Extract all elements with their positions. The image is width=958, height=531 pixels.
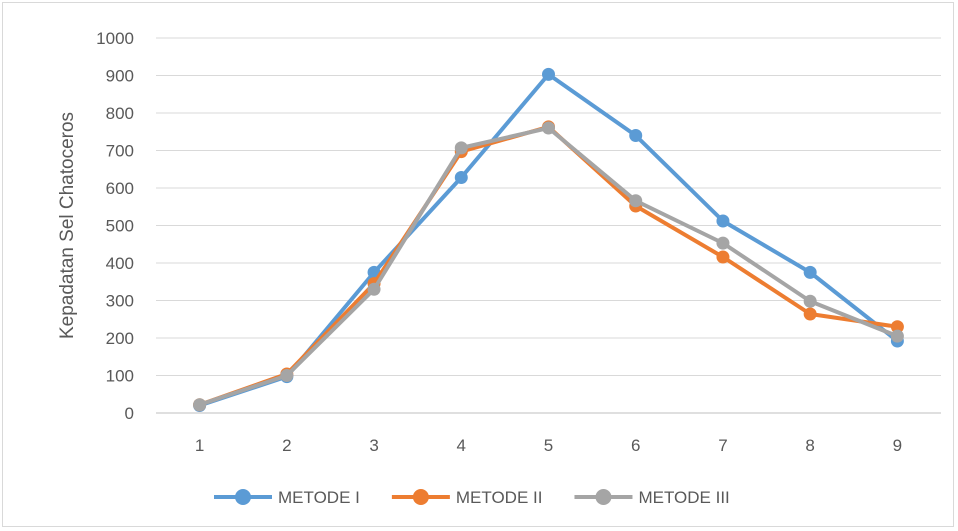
legend: METODE I METODE II METODE III (214, 488, 730, 507)
x-tick-label: 8 (805, 436, 814, 455)
x-tick-label: 9 (893, 436, 902, 455)
legend-label: METODE I (278, 488, 360, 507)
legend-item-3: METODE III (574, 488, 730, 507)
x-axis-ticks: 1 2 3 4 5 6 7 8 9 (195, 436, 902, 455)
data-point (890, 320, 904, 334)
x-tick-label: 6 (631, 436, 640, 455)
line-chart: 0 100 200 300 400 500 600 700 800 900 1000 1 2 3 4 5 6 7… (57, 29, 941, 507)
data-point (454, 141, 468, 155)
legend-label: METODE II (456, 488, 543, 507)
y-tick-label: 500 (106, 217, 134, 236)
y-tick-label: 200 (106, 329, 134, 348)
x-tick-label: 7 (718, 436, 727, 455)
y-axis-ticks: 0 100 200 300 400 500 600 700 800 900 1000 (96, 29, 134, 423)
x-tick-label: 1 (195, 436, 204, 455)
y-tick-label: 800 (106, 104, 134, 123)
series-group (193, 67, 904, 412)
legend-label: METODE III (638, 488, 729, 507)
x-tick-label: 5 (544, 436, 553, 455)
series-line (197, 124, 900, 407)
data-point (193, 398, 207, 412)
y-tick-label: 100 (106, 367, 134, 386)
data-point (716, 250, 730, 264)
y-tick-label: 700 (106, 142, 134, 161)
data-point (716, 236, 730, 250)
data-point (716, 214, 730, 228)
data-point (280, 369, 294, 382)
y-tick-label: 300 (106, 292, 134, 311)
legend-marker (595, 489, 612, 505)
y-axis-title: Kepadatan Sel Chatoceros (57, 112, 78, 339)
grid-lines (156, 37, 941, 414)
data-point (542, 121, 555, 135)
y-tick-label: 900 (106, 67, 134, 86)
data-point (803, 294, 817, 308)
x-tick-label: 3 (369, 436, 378, 455)
data-point (629, 129, 643, 142)
y-tick-label: 600 (106, 179, 134, 198)
x-tick-label: 4 (457, 436, 466, 455)
y-tick-label: 0 (125, 404, 134, 423)
data-point (454, 171, 468, 184)
legend-item-1: METODE I (214, 488, 360, 507)
data-point (629, 194, 643, 208)
y-tick-label: 1000 (96, 29, 134, 48)
series-line (197, 126, 900, 407)
legend-item-2: METODE II (391, 488, 543, 507)
data-point (542, 67, 555, 81)
y-tick-label: 400 (106, 254, 134, 273)
data-point (890, 329, 904, 343)
x-tick-label: 2 (282, 436, 291, 455)
data-point (803, 265, 817, 279)
series-3 (193, 121, 904, 412)
data-point (803, 307, 817, 321)
legend-marker (412, 489, 429, 505)
data-point (367, 282, 381, 296)
legend-marker (235, 489, 251, 505)
